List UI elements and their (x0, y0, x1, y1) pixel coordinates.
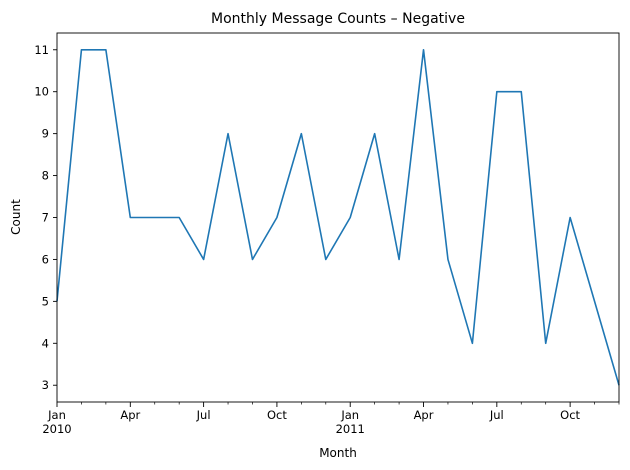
y-tick-label: 11 (34, 43, 49, 57)
y-tick-label: 6 (42, 252, 49, 266)
y-axis-label: Count (9, 199, 23, 235)
series-line-negative (56, 48, 620, 386)
data-point (80, 49, 82, 51)
data-point (154, 216, 156, 218)
x-axis-label: Month (319, 446, 357, 460)
data-point (300, 132, 302, 134)
data-point (373, 132, 375, 134)
data-point (129, 216, 131, 218)
y-axis-ticks: 3 4 5 6 7 8 9 10 11 (34, 43, 57, 392)
plot-frame (56, 32, 620, 403)
x-tick-label: Jan (340, 408, 359, 422)
data-point (178, 216, 180, 218)
data-point (105, 49, 107, 51)
y-tick-label: 4 (42, 336, 49, 350)
y-tick-label: 10 (34, 85, 49, 99)
data-point (593, 300, 595, 302)
data-point (276, 216, 278, 218)
y-tick-label: 5 (42, 294, 49, 308)
y-tick-label: 9 (42, 127, 49, 141)
data-point (202, 258, 204, 260)
x-tick-label: Jul (489, 408, 504, 422)
data-point (544, 342, 546, 344)
x-tick-label: Apr (414, 408, 434, 422)
y-tick-label: 7 (42, 211, 49, 225)
x-tick-label: Jan (47, 408, 66, 422)
data-point (422, 49, 424, 51)
y-tick-label: 8 (42, 169, 49, 183)
x-tick-label: Apr (120, 408, 140, 422)
data-point (325, 258, 327, 260)
x-tick-year-label: 2010 (42, 422, 71, 436)
data-point (398, 258, 400, 260)
data-point (520, 91, 522, 93)
data-point (496, 91, 498, 93)
data-point (569, 216, 571, 218)
data-point (251, 258, 253, 260)
data-point (447, 258, 449, 260)
chart-title: Monthly Message Counts – Negative (211, 11, 465, 27)
x-tick-year-label: 2011 (336, 422, 365, 436)
data-point (471, 342, 473, 344)
x-tick-label: Oct (560, 408, 580, 422)
y-tick-label: 3 (42, 378, 49, 392)
x-tick-label: Oct (267, 408, 287, 422)
data-point (227, 132, 229, 134)
x-tick-label: Jul (196, 408, 211, 422)
data-point (349, 216, 351, 218)
